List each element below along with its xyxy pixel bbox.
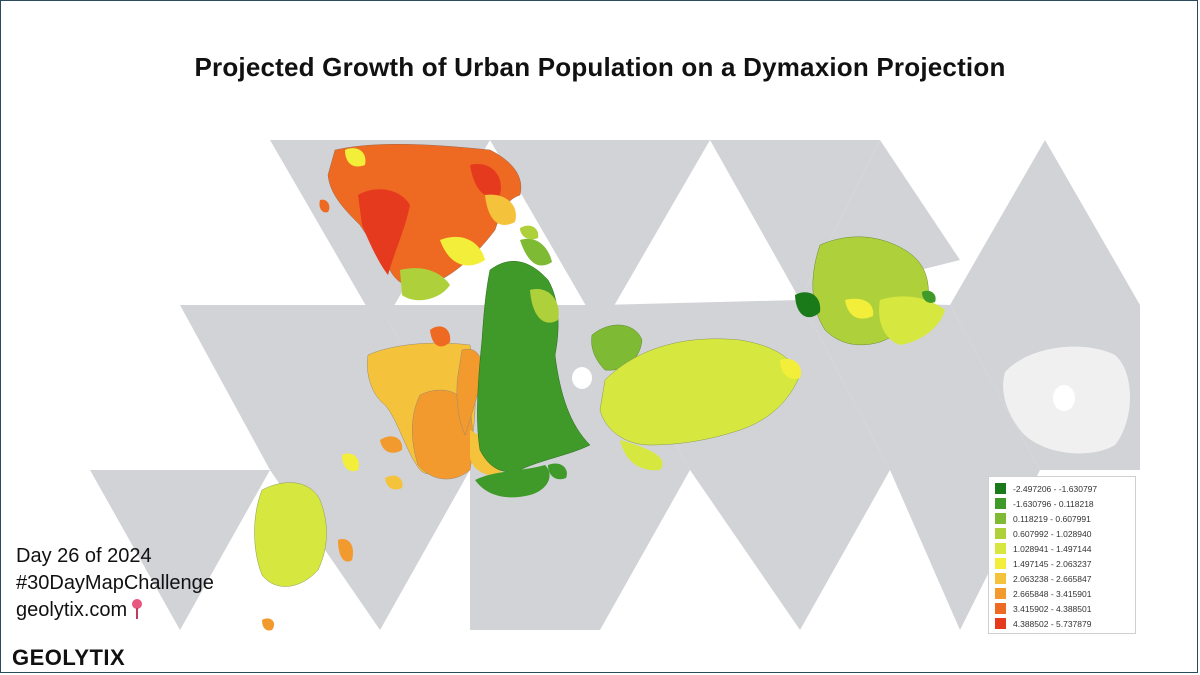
caption-day: Day 26 of 2024	[16, 545, 152, 567]
legend-row: 0.607992 - 1.028940	[995, 526, 1129, 541]
legend-row: -2.497206 - -1.630797	[995, 481, 1129, 496]
legend-row: 0.118219 - 0.607991	[995, 511, 1129, 526]
face	[490, 140, 710, 330]
face	[690, 470, 890, 630]
legend-row: 1.028941 - 1.497144	[995, 541, 1129, 556]
map-title: Projected Growth of Urban Population on …	[194, 52, 1006, 82]
legend-row: 2.665848 - 3.415901	[995, 586, 1129, 601]
legend-swatch	[995, 498, 1006, 509]
lake	[572, 367, 592, 389]
face	[470, 470, 690, 630]
legend-label: 2.063238 - 2.665847	[1013, 573, 1092, 584]
south-america	[795, 236, 945, 346]
legend-swatch	[995, 558, 1006, 569]
legend-swatch	[995, 543, 1006, 554]
legend-row: 4.388502 - 5.737879	[995, 616, 1129, 631]
projection-faces	[90, 140, 1140, 630]
europe-russia	[475, 225, 591, 498]
legend-row: 3.415902 - 4.388501	[995, 601, 1129, 616]
legend-label: 0.118219 - 0.607991	[1013, 513, 1091, 524]
legend-swatch	[995, 528, 1006, 539]
legend-label: 4.388502 - 5.737879	[1013, 618, 1092, 629]
legend-label: 2.665848 - 3.415901	[1013, 588, 1092, 599]
caption: Day 26 of 2024 #30DayMapChallenge geolyt…	[16, 543, 214, 624]
north-america	[599, 338, 802, 471]
face	[90, 470, 270, 630]
legend-row: 2.063238 - 2.665847	[995, 571, 1129, 586]
caption-website: geolytix.com	[16, 599, 128, 621]
legend-label: -2.497206 - -1.630797	[1013, 483, 1098, 494]
legend-row: 1.497145 - 2.063237	[995, 556, 1129, 571]
legend-label: 3.415902 - 4.388501	[1013, 603, 1092, 614]
legend-swatch	[995, 513, 1006, 524]
legend-swatch	[995, 588, 1006, 599]
map-legend: -2.497206 - -1.630797 -1.630796 - 0.1182…	[988, 476, 1136, 634]
legend-label: -1.630796 - 0.118218	[1013, 498, 1094, 509]
legend-label: 1.028941 - 1.497144	[1013, 543, 1092, 554]
australia	[254, 436, 403, 631]
caption-website-row: geolytix.com	[16, 597, 214, 624]
legend-row: -1.630796 - 0.118218	[995, 496, 1129, 511]
legend-label: 1.497145 - 2.063237	[1013, 558, 1092, 569]
face	[950, 140, 1140, 305]
legend-swatch	[995, 573, 1006, 584]
africa	[367, 326, 501, 480]
legend-label: 0.607992 - 1.028940	[1013, 528, 1092, 539]
geolytix-logo: GEOLYTIX	[12, 645, 126, 670]
legend-swatch	[995, 483, 1006, 494]
legend-swatch	[995, 603, 1006, 614]
map-pin-icon	[131, 599, 143, 619]
legend-swatch	[995, 618, 1006, 629]
south-asia	[319, 144, 522, 301]
face	[710, 140, 880, 300]
caption-hashtag: #30DayMapChallenge	[16, 572, 214, 594]
antarctica	[1003, 346, 1130, 454]
